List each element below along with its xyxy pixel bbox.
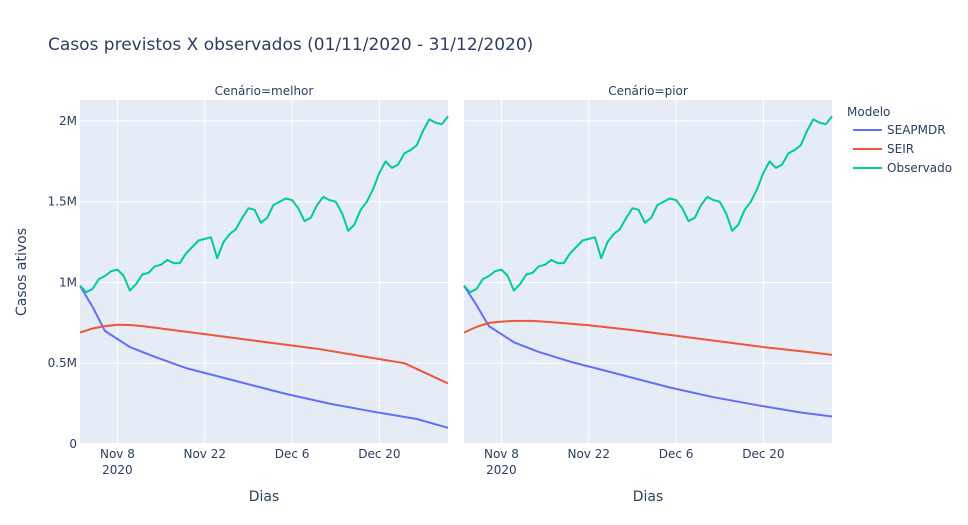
series-line-seapmdr (79, 285, 449, 429)
legend-label: SEIR (887, 142, 914, 156)
y-tick-label: 1M (59, 275, 77, 289)
legend-label: Observado (887, 161, 952, 175)
y-axis-title: Casos ativos (14, 228, 30, 316)
x-tick-label: Nov 8 (100, 447, 135, 461)
y-tick-label: 0.5M (48, 356, 77, 370)
x-axis-title: Dias (633, 489, 664, 505)
plot-background (80, 100, 448, 444)
plot-background (464, 100, 832, 444)
facet-panel: Cenário=pior Nov 8 2020 Nov 22 Dec 6 Dec 20 Di… (463, 84, 833, 505)
legend[interactable]: Modelo SEAPMDR SEIR Observado (847, 105, 952, 175)
series-line-observado (79, 115, 449, 294)
y-tick-label: 2M (59, 114, 77, 128)
facets: Cenário=melhor Nov 8 2020 Nov 22 Dec 6 Dec 20… (48, 84, 833, 505)
legend-title: Modelo (847, 105, 890, 119)
chart-title: Casos previstos X observados (01/11/2020… (48, 35, 533, 55)
series-line-seapmdr (463, 285, 833, 418)
legend-item[interactable]: SEIR (853, 142, 914, 156)
facet-label: Cenário=melhor (215, 84, 314, 98)
y-tick-label: 0 (69, 437, 77, 451)
x-tick-label: Dec 6 (659, 447, 694, 461)
facet-panel: Cenário=melhor Nov 8 2020 Nov 22 Dec 6 Dec 20… (48, 84, 449, 505)
x-axis-title: Dias (249, 489, 280, 505)
series-line-seir (463, 319, 833, 356)
x-tick-label: Nov 8 (484, 447, 519, 461)
legend-item[interactable]: SEAPMDR (853, 123, 946, 137)
x-tick-label: Nov 22 (183, 447, 226, 461)
series-line-observado (463, 115, 833, 294)
x-tick-sublabel: 2020 (486, 463, 517, 477)
x-tick-label: Nov 22 (567, 447, 610, 461)
legend-item[interactable]: Observado (853, 161, 952, 175)
series-line-seir (79, 323, 449, 385)
legend-label: SEAPMDR (887, 123, 946, 137)
y-tick-label: 1.5M (48, 195, 77, 209)
x-tick-sublabel: 2020 (102, 463, 133, 477)
x-tick-label: Dec 20 (358, 447, 400, 461)
x-tick-label: Dec 20 (742, 447, 784, 461)
x-tick-label: Dec 6 (275, 447, 310, 461)
facet-label: Cenário=pior (608, 84, 688, 98)
